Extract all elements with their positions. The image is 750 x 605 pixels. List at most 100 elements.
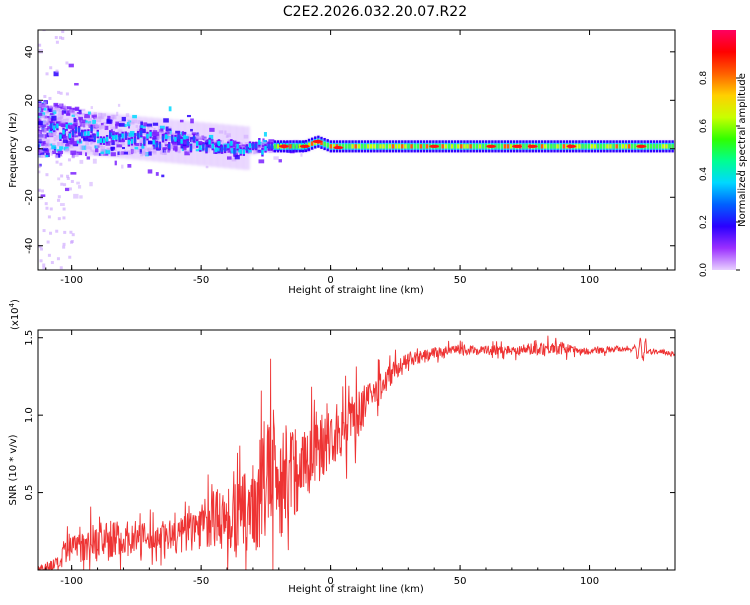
spectral-point: [116, 111, 119, 117]
y-tick-label: -20: [24, 189, 35, 205]
x-tick-label: 100: [580, 275, 599, 286]
ridge-core: [544, 144, 547, 149]
spectral-outlier: [50, 261, 54, 265]
spectral-point: [44, 134, 47, 139]
chart-title: C2E2.2026.032.20.07.R22: [283, 4, 467, 20]
snr-multiplier-base: (x10: [10, 307, 21, 330]
spectral-point: [50, 123, 55, 128]
snr-multiplier: (x104): [8, 299, 21, 330]
ridge-mid: [217, 141, 221, 146]
y-tick-label: -40: [24, 238, 35, 254]
ridge-core: [500, 144, 503, 149]
spectral-point: [62, 135, 68, 141]
spectral-point: [252, 147, 258, 150]
spectral-point: [234, 154, 240, 160]
spectral-outlier: [40, 189, 44, 193]
spectral-point: [118, 151, 124, 155]
ridge-mid: [152, 139, 155, 145]
spectral-outlier: [48, 96, 52, 100]
spectral-point: [42, 115, 48, 119]
ridge-core: [550, 144, 553, 149]
ridge-core: [410, 144, 413, 149]
spectral-point: [43, 139, 50, 144]
colorbar-tick-label: 0.2: [699, 215, 709, 229]
ridge-core: [444, 144, 447, 149]
spectral-point: [233, 152, 238, 158]
spectral-point: [263, 139, 267, 144]
ridge-core: [323, 141, 326, 147]
spectral-point: [151, 146, 155, 150]
spectral-point: [55, 135, 60, 141]
spectral-point: [132, 114, 137, 119]
spectral-point: [65, 118, 69, 122]
spectral-point: [170, 144, 174, 149]
snr-y-tick-label: 1.5: [24, 330, 35, 346]
spectral-point: [76, 181, 80, 185]
spectral-point: [66, 113, 71, 116]
spectral-point: [74, 82, 79, 86]
spectral-point: [186, 114, 191, 118]
spectral-outlier: [68, 187, 72, 191]
spectral-point: [244, 142, 251, 147]
ridge-mid: [118, 135, 121, 141]
spectral-point: [38, 102, 42, 105]
spectral-point: [158, 125, 162, 130]
spectral-outlier: [49, 231, 53, 235]
ridge-peak: [299, 144, 310, 148]
spectral-point: [45, 152, 50, 158]
spectral-point: [39, 107, 42, 112]
spectral-outlier: [59, 91, 63, 95]
ridge-mid: [180, 138, 183, 144]
spectral-point: [110, 126, 117, 130]
colorbar-tick-label: 0.8: [699, 71, 709, 86]
spectral-point: [41, 128, 47, 133]
ridge-mid: [168, 143, 171, 149]
spectral-point: [258, 150, 264, 153]
spectral-point: [55, 121, 62, 127]
ridge-core: [357, 144, 360, 149]
spectral-point: [139, 142, 143, 147]
spectral-outlier: [42, 30, 46, 32]
spectral-point: [127, 164, 132, 168]
spectral-outlier: [62, 216, 66, 220]
spectral-point: [73, 113, 78, 116]
spectral-point: [306, 146, 309, 150]
ridge-mid: [56, 123, 59, 129]
spectral-point: [67, 106, 72, 109]
spectral-outlier: [57, 195, 61, 199]
ridge-mid: [223, 146, 227, 152]
spectral-outlier: [38, 244, 42, 248]
spectral-point: [70, 172, 77, 175]
ridge-core: [385, 144, 388, 149]
spectral-point: [51, 145, 57, 150]
spectral-halo-cell: [605, 140, 613, 153]
spectral-point: [130, 147, 134, 151]
spectral-halo-cell: [456, 140, 464, 153]
spectral-outlier: [55, 229, 59, 233]
colorbar-label: Normalized spectral amplitude: [737, 73, 748, 227]
ridge-core: [416, 144, 420, 149]
spectral-outlier: [38, 43, 42, 47]
spectral-outlier: [61, 30, 65, 34]
spectral-point: [68, 63, 74, 68]
spectral-point: [38, 164, 41, 169]
spectral-point: [85, 152, 88, 157]
spectral-point: [68, 126, 73, 130]
spectral-point: [141, 128, 146, 134]
spectral-outlier: [57, 107, 61, 111]
spectral-outlier: [49, 66, 53, 70]
ridge-core: [646, 144, 649, 149]
ridge-core: [503, 144, 507, 149]
ridge-core: [540, 144, 544, 149]
spectral-point: [305, 143, 310, 147]
ridge-mid: [108, 132, 112, 137]
colorbar-ticks: 0.0 0.2 0.4 0.6 0.8: [699, 71, 740, 277]
spectral-point: [143, 130, 149, 135]
spectral-point: [114, 123, 118, 129]
ridge-mid: [239, 148, 242, 154]
spectral-outlier: [48, 105, 52, 109]
spectral-point: [98, 153, 102, 156]
ridge-mid: [84, 131, 87, 137]
spectral-point: [224, 130, 227, 135]
ridge-core: [422, 144, 426, 149]
